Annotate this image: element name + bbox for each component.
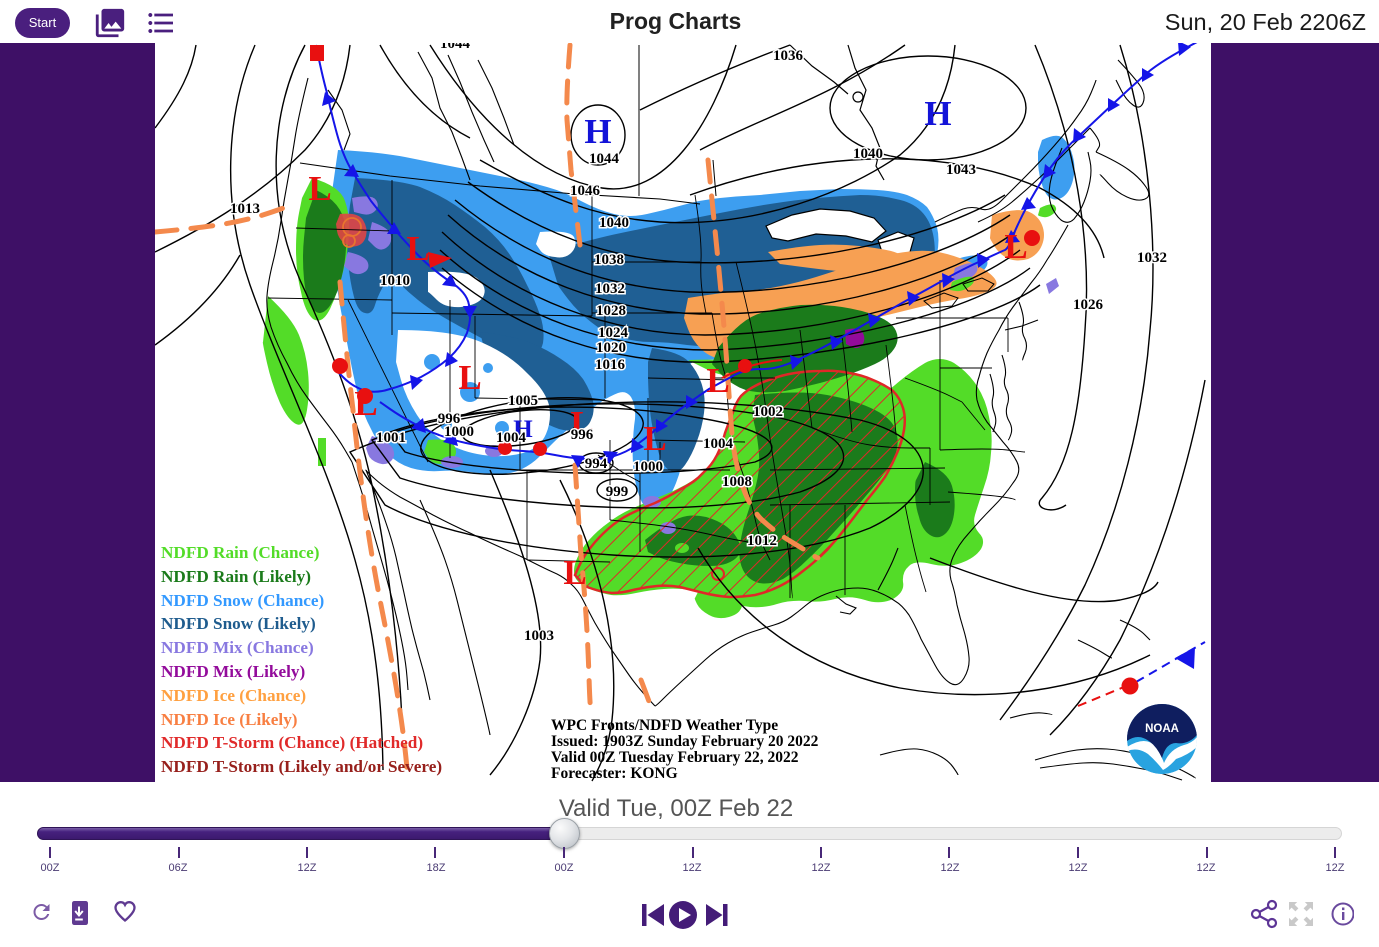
svg-text:NDFD Rain (Chance): NDFD Rain (Chance) (161, 543, 320, 562)
svg-text:1032: 1032 (595, 281, 625, 297)
svg-text:1005: 1005 (508, 393, 538, 409)
svg-text:1044: 1044 (589, 151, 620, 167)
svg-text:1040: 1040 (599, 215, 629, 231)
svg-text:1038: 1038 (594, 252, 624, 268)
svg-text:1013: 1013 (230, 201, 260, 217)
svg-text:1028: 1028 (596, 303, 626, 319)
svg-text:NDFD Mix (Likely): NDFD Mix (Likely) (161, 662, 305, 681)
svg-text:1040: 1040 (853, 146, 883, 162)
svg-text:1044: 1044 (440, 43, 471, 52)
svg-text:1002: 1002 (753, 404, 783, 420)
svg-text:1026: 1026 (1073, 297, 1104, 313)
svg-text:1004: 1004 (496, 430, 527, 446)
svg-text:Issued: 1903Z Sunday February: Issued: 1903Z Sunday February 20 2022 (551, 733, 819, 750)
svg-text:Forecaster: KONG: Forecaster: KONG (551, 765, 678, 782)
svg-text:1020: 1020 (596, 340, 626, 356)
svg-text:1003: 1003 (524, 628, 554, 644)
svg-text:H: H (513, 416, 533, 443)
svg-text:NDFD T-Storm (Chance) (Hatched: NDFD T-Storm (Chance) (Hatched) (161, 733, 423, 752)
svg-text:L: L (406, 229, 429, 268)
svg-text:H: H (584, 112, 611, 151)
svg-text:L: L (308, 169, 331, 208)
svg-text:1000: 1000 (444, 424, 474, 440)
svg-text:NDFD Snow (Chance): NDFD Snow (Chance) (161, 591, 324, 610)
svg-text:L: L (354, 384, 377, 423)
svg-text:NDFD Ice (Likely): NDFD Ice (Likely) (161, 710, 298, 729)
svg-text:NDFD Rain (Likely): NDFD Rain (Likely) (161, 567, 311, 586)
svg-text:NDFD Mix (Chance): NDFD Mix (Chance) (161, 638, 314, 657)
svg-text:996: 996 (438, 411, 461, 427)
svg-text:H: H (924, 94, 951, 133)
svg-text:NDFD Snow (Likely): NDFD Snow (Likely) (161, 614, 316, 633)
svg-text:1008: 1008 (722, 474, 752, 490)
svg-text:996: 996 (571, 427, 594, 443)
svg-text:Valid 00Z Tuesday February 22,: Valid 00Z Tuesday February 22, 2022 (551, 749, 799, 766)
svg-text:NOAA: NOAA (1145, 723, 1179, 735)
svg-text:999: 999 (606, 484, 629, 500)
svg-text:1010: 1010 (380, 273, 410, 289)
svg-text:1046: 1046 (570, 183, 601, 199)
svg-text:1001: 1001 (376, 430, 406, 446)
svg-text:L: L (458, 358, 481, 397)
svg-text:L: L (570, 404, 593, 443)
svg-text:1036: 1036 (773, 48, 804, 64)
svg-text:L: L (563, 553, 586, 592)
svg-text:L: L (1004, 227, 1027, 266)
svg-text:L: L (643, 419, 666, 458)
svg-text:1032: 1032 (1137, 250, 1167, 266)
svg-text:WPC Fronts/NDFD Weather Type: WPC Fronts/NDFD Weather Type (551, 717, 778, 734)
svg-text:1016: 1016 (595, 357, 626, 373)
svg-text:NDFD Ice (Chance): NDFD Ice (Chance) (161, 686, 306, 705)
svg-text:NDFD T-Storm (Likely and/or Se: NDFD T-Storm (Likely and/or Severe) (161, 757, 442, 776)
svg-text:L: L (706, 361, 729, 400)
svg-text:1012: 1012 (747, 533, 777, 549)
svg-text:1004: 1004 (703, 436, 734, 452)
svg-text:1043: 1043 (946, 162, 976, 178)
svg-text:1024: 1024 (598, 325, 629, 341)
svg-text:1000: 1000 (633, 459, 663, 475)
svg-text:994: 994 (585, 456, 608, 472)
